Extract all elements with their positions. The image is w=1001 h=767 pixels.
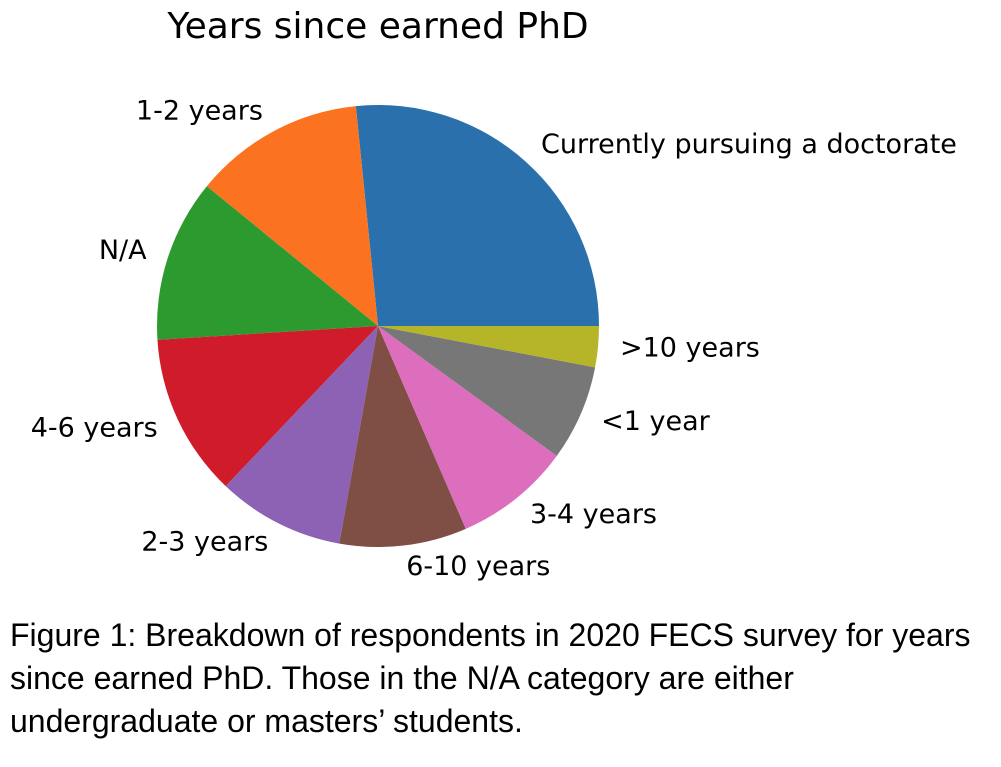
pie-label-4: 2-3 years (141, 526, 268, 557)
pie-label-1: 1-2 years (136, 95, 263, 126)
pie-chart: Years since earned PhD Currently pursuin… (31, 6, 957, 582)
pie-slice-6 (378, 326, 557, 529)
pie-label-5: 6-10 years (406, 551, 550, 582)
chart-title: Years since earned PhD (166, 6, 588, 47)
pie-slice-4 (225, 326, 378, 544)
pie-labels: Currently pursuing a doctorate 1-2 years N… (31, 95, 957, 582)
pie-label-8: >10 years (620, 332, 760, 363)
pie-label-3: 4-6 years (31, 412, 158, 443)
pie-slice-3 (157, 326, 378, 487)
pie-slice-5 (339, 326, 466, 547)
pie-label-7: <1 year (601, 406, 711, 437)
pie-label-6: 3-4 years (530, 499, 657, 530)
pie-slice-7 (378, 326, 596, 456)
pie-label-2: N/A (99, 235, 147, 266)
pie-label-0: Currently pursuing a doctorate (541, 129, 957, 160)
figure-caption: Figure 1: Breakdown of respondents in 20… (10, 617, 971, 739)
pie-slice-8 (378, 326, 599, 368)
pie-slice-2 (157, 186, 378, 340)
pie-slice-1 (206, 106, 378, 327)
pie-slices (157, 105, 599, 547)
pie-slice-0 (355, 105, 599, 326)
